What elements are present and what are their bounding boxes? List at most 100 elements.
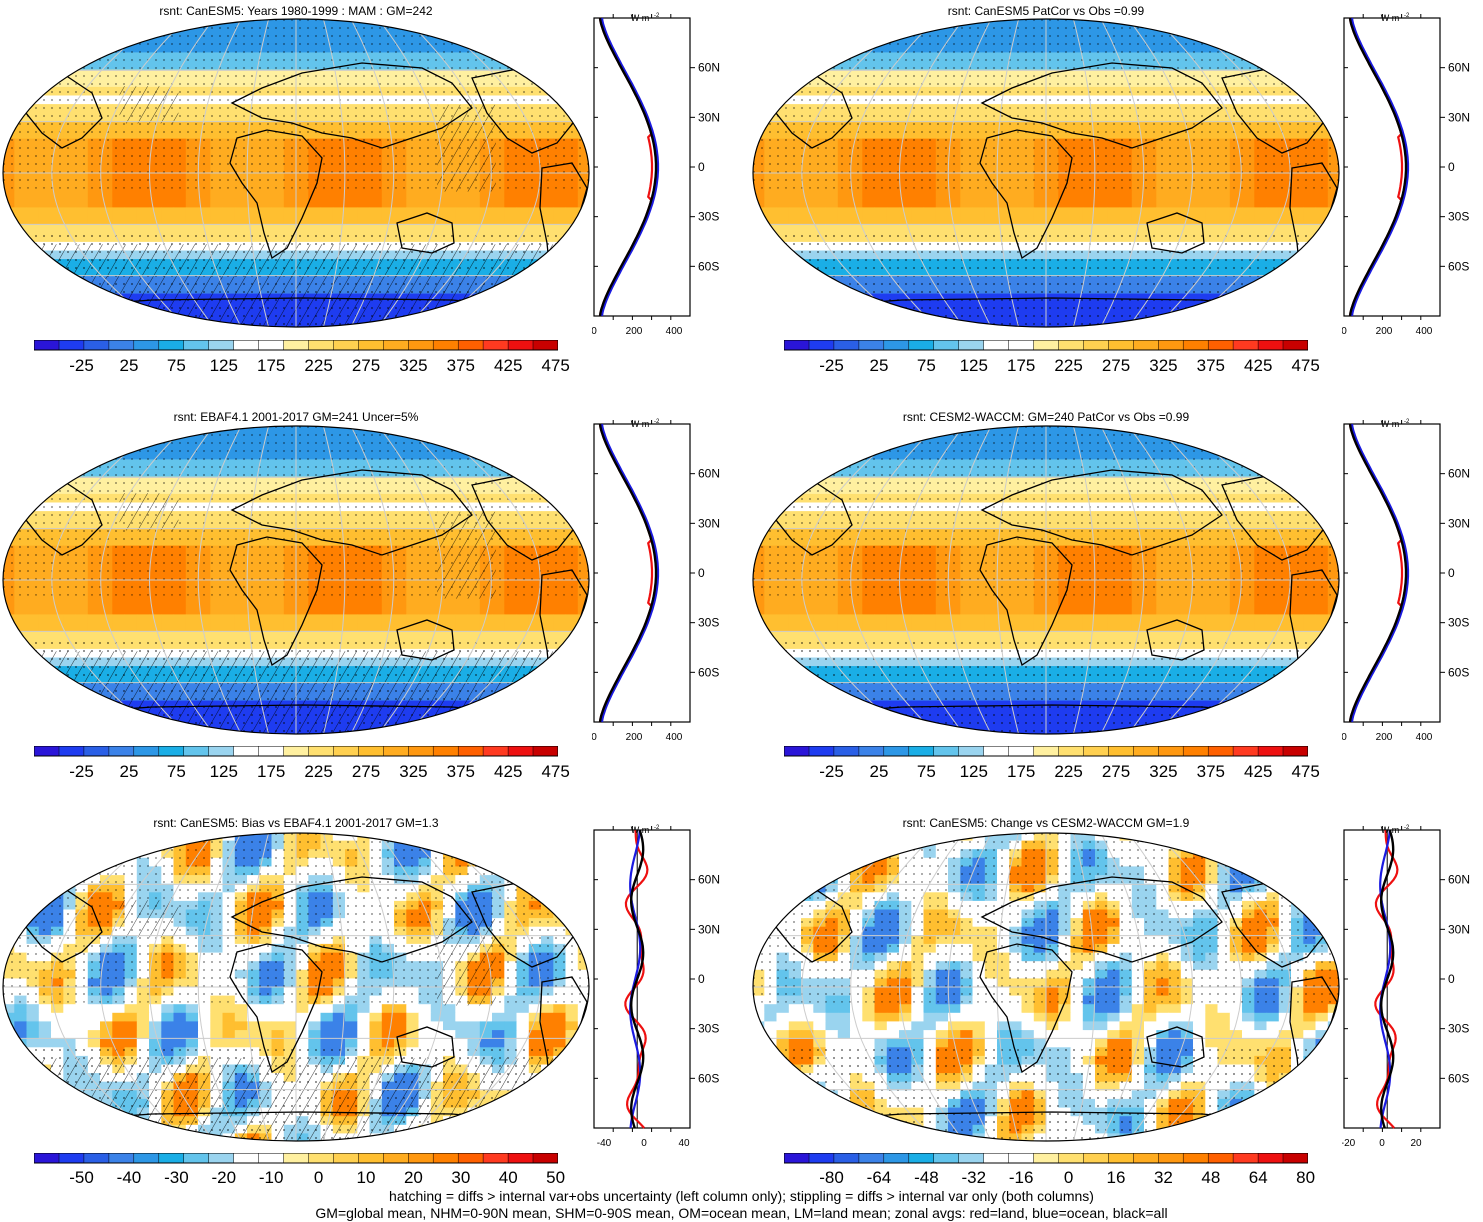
zonal-tick-label: 200	[626, 326, 643, 337]
colorbar-tick-label: 30	[451, 1168, 470, 1188]
colorbar-tick-label: 75	[917, 762, 936, 782]
lat-label: 60N	[698, 467, 720, 481]
colorbar-tick-label: 225	[1054, 762, 1082, 782]
colorbar-tick-label: 275	[1102, 356, 1130, 376]
colorbar-tick-label: 125	[960, 356, 988, 376]
colorbar-tick-label: 0	[1064, 1168, 1073, 1188]
colorbar-tick-label: 275	[1102, 762, 1130, 782]
zonal-tick-label: 200	[1376, 732, 1393, 743]
lat-label: 60S	[1448, 665, 1469, 679]
colorbar	[34, 340, 558, 351]
colorbar-tick-label: 175	[257, 356, 285, 376]
lat-label: 0	[1448, 972, 1455, 986]
colorbar-tick-label: 125	[210, 762, 238, 782]
colorbar-tick-label: 75	[167, 356, 186, 376]
colorbar-tick-label: 425	[1244, 356, 1272, 376]
lat-label: 60S	[1448, 1071, 1469, 1085]
zonal-tick-label: 400	[1416, 732, 1433, 743]
zonal-tick-label: -20	[1342, 1138, 1356, 1149]
colorbar-tick-label: 0	[314, 1168, 323, 1188]
colorbar-tick-label: 75	[167, 762, 186, 782]
colorbar-tick-label: 16	[1107, 1168, 1126, 1188]
colorbar-tick-label: 25	[869, 356, 888, 376]
colorbar-tick-label: 64	[1249, 1168, 1268, 1188]
zonal-units-superscript: -2	[1404, 825, 1410, 831]
lat-label: 0	[698, 566, 705, 580]
lat-label: 30S	[1448, 616, 1469, 630]
colorbar-tick-label: -25	[69, 762, 94, 782]
lat-label: 60S	[1448, 259, 1469, 273]
colorbar-tick-label: -32	[961, 1168, 986, 1188]
zonal-units-label: W m	[631, 825, 650, 835]
panel-title: rsnt: CESM2-WACCM: GM=240 PatCor vs Obs …	[752, 410, 1340, 424]
colorbar-tick-label: -80	[819, 1168, 844, 1188]
map-panel	[752, 18, 1340, 328]
panel-title: rsnt: CanESM5: Years 1980-1999 : MAM : G…	[2, 4, 590, 18]
colorbar-tick-label: 325	[1149, 762, 1177, 782]
zonal-units-superscript: -2	[1404, 13, 1410, 19]
lat-label: 30N	[1448, 922, 1470, 936]
colorbar-tick-label: 275	[352, 762, 380, 782]
colorbar-tick-label: 225	[304, 762, 332, 782]
lat-label: 30S	[698, 1022, 719, 1036]
colorbar-tick-label: -25	[69, 356, 94, 376]
colorbar-tick-label: -40	[117, 1168, 142, 1188]
zonal-tick-label: 400	[1416, 326, 1433, 337]
zonal-tick-label: 0	[1342, 732, 1347, 743]
lat-label: 30N	[1448, 110, 1470, 124]
colorbar-tick-label: 425	[494, 356, 522, 376]
colorbar-tick-label: 10	[357, 1168, 376, 1188]
colorbar-tick-label: 20	[404, 1168, 423, 1188]
lat-label: 60S	[698, 1071, 719, 1085]
zonal-units-superscript: -2	[1404, 419, 1410, 425]
colorbar-tick-label: 25	[869, 762, 888, 782]
lat-label: 60S	[698, 665, 719, 679]
colorbar	[784, 746, 1308, 757]
lat-label: 60N	[1448, 61, 1470, 75]
panel-title: rsnt: CanESM5: Bias vs EBAF4.1 2001-2017…	[2, 816, 590, 830]
lat-label: 60N	[1448, 873, 1470, 887]
colorbar-tick-label: 32	[1154, 1168, 1173, 1188]
colorbar-tick-label: 175	[1007, 356, 1035, 376]
colorbar	[784, 340, 1308, 351]
colorbar-tick-label: 425	[494, 762, 522, 782]
footer-line-2: GM=global mean, NHM=0-90N mean, SHM=0-90…	[0, 1205, 1483, 1222]
panel-title: rsnt: CanESM5: Change vs CESM2-WACCM GM=…	[752, 816, 1340, 830]
colorbar	[34, 1153, 558, 1164]
colorbar-tick-label: -10	[259, 1168, 284, 1188]
lat-label: 30S	[698, 210, 719, 224]
colorbar-tick-label: 75	[917, 356, 936, 376]
lat-label: 60N	[698, 873, 720, 887]
lat-label: 30S	[1448, 1022, 1469, 1036]
panel-title: rsnt: CanESM5 PatCor vs Obs =0.99	[752, 4, 1340, 18]
colorbar-tick-label: 125	[210, 356, 238, 376]
lat-label: 30N	[1448, 516, 1470, 530]
colorbar-tick-label: -50	[69, 1168, 94, 1188]
colorbar-tick-label: 375	[447, 356, 475, 376]
lat-label: 30S	[1448, 210, 1469, 224]
zonal-tick-label: 40	[678, 1138, 690, 1149]
colorbar-tick-label: 50	[546, 1168, 565, 1188]
colorbar-tick-label: 25	[119, 762, 138, 782]
colorbar-tick-label: 225	[1054, 356, 1082, 376]
colorbar-tick-label: 80	[1296, 1168, 1315, 1188]
colorbar-tick-label: 48	[1201, 1168, 1220, 1188]
zonal-units-superscript: -2	[654, 825, 660, 831]
lat-label: 30N	[698, 922, 720, 936]
colorbar-tick-label: 475	[1291, 356, 1319, 376]
colorbar-tick-label: 125	[960, 762, 988, 782]
zonal-units-label: W m	[631, 419, 650, 429]
colorbar-tick-label: 175	[1007, 762, 1035, 782]
colorbar-tick-label: -25	[819, 762, 844, 782]
colorbar-tick-label: -30	[164, 1168, 189, 1188]
colorbar-tick-label: 325	[399, 762, 427, 782]
footer-line-1: hatching = diffs > internal var+obs unce…	[0, 1188, 1483, 1205]
map-panel	[752, 425, 1340, 735]
zonal-tick-label: 0	[592, 732, 597, 743]
zonal-tick-label: -40	[597, 1138, 612, 1149]
